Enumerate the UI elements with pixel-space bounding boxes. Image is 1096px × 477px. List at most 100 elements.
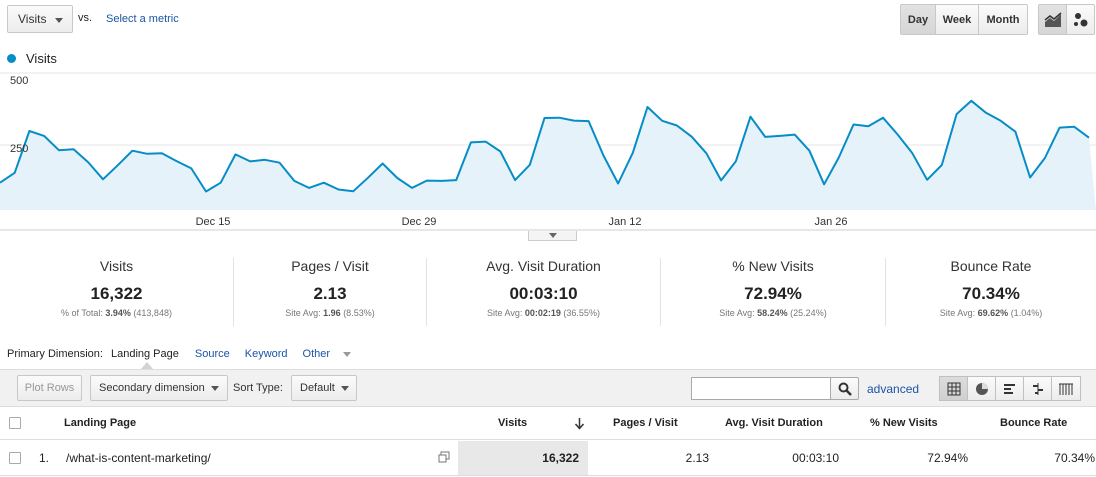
view-table-button[interactable] [939, 376, 968, 401]
visits-area-chart [0, 72, 1096, 231]
metric-select-label: Visits [18, 12, 47, 26]
cell-new-visits: 72.94% [927, 451, 968, 465]
chart-collapse-toggle[interactable] [528, 231, 577, 241]
x-tick-label: Dec 29 [401, 216, 437, 228]
scorecard-value: 00:03:10 [509, 284, 578, 303]
table-row: 1. /what-is-content-marketing/ 16,322 2.… [0, 441, 1096, 476]
motion-chart-button[interactable] [1066, 4, 1095, 35]
line-chart-button[interactable] [1038, 4, 1067, 35]
table-search-input[interactable] [691, 377, 831, 400]
view-pivot-button[interactable] [1051, 376, 1081, 401]
motion-chart-icon [1073, 12, 1087, 26]
grid-icon [947, 382, 960, 395]
dimension-keyword-link[interactable]: Keyword [244, 348, 288, 360]
divider [426, 258, 427, 326]
scorecard-pages-per-visit: Pages / Visit 2.13 Site Avg: 1.96 (8.53%… [234, 258, 426, 328]
chart-legend: Visits [7, 51, 57, 66]
column-header-bounce-rate[interactable]: Bounce Rate [1000, 417, 1068, 429]
table-header: Landing Page Visits Pages / Visit Avg. V… [0, 407, 1096, 440]
row-checkbox[interactable] [9, 452, 21, 464]
sort-type-value: Default [300, 382, 335, 394]
pivot-icon [1059, 383, 1073, 395]
primary-dimension-bar: Primary Dimension: Landing Page Source K… [7, 348, 371, 360]
x-tick-label: Jan 26 [814, 216, 848, 228]
chevron-down-icon [343, 351, 352, 357]
search-button[interactable] [830, 377, 859, 400]
active-dimension-indicator [141, 362, 153, 369]
scorecard-value: 72.94% [744, 284, 802, 303]
period-month-button[interactable]: Month [978, 4, 1028, 35]
period-day-button[interactable]: Day [900, 4, 936, 35]
series-area-fill [0, 100, 1096, 210]
view-percentage-button[interactable] [967, 376, 996, 401]
column-header-visits[interactable]: Visits [498, 417, 528, 429]
dimension-source-link[interactable]: Source [194, 348, 230, 360]
column-header-avg-visit-duration[interactable]: Avg. Visit Duration [725, 417, 823, 429]
scorecard-value: 2.13 [313, 284, 347, 303]
column-header-pages-per-visit[interactable]: Pages / Visit [613, 417, 678, 429]
secondary-dimension-select[interactable]: Secondary dimension [90, 375, 228, 401]
column-header-landing-page[interactable]: Landing Page [64, 417, 137, 429]
x-tick-label: Dec 15 [195, 216, 231, 228]
period-week-button[interactable]: Week [935, 4, 979, 35]
bar-chart-icon [1003, 383, 1015, 394]
scorecard-visits: Visits 16,322 % of Total: 3.94% (413,848… [0, 258, 233, 328]
plot-rows-button[interactable]: Plot Rows [17, 375, 82, 401]
divider [885, 258, 886, 326]
pie-chart-icon [975, 382, 988, 395]
x-tick-label: Jan 12 [608, 216, 642, 228]
sort-type-label: Sort Type: [233, 382, 283, 394]
series-line-visits [0, 99, 1090, 193]
landing-page-link[interactable]: /what-is-content-marketing/ [66, 451, 211, 465]
divider [233, 258, 234, 326]
open-in-new-window-icon[interactable] [438, 451, 450, 463]
sort-type-select[interactable]: Default [291, 375, 357, 401]
scorecard-new-visits: % New Visits 72.94% Site Avg: 58.24% (25… [661, 258, 885, 328]
primary-dimension-label: Primary Dimension: [7, 348, 103, 360]
scorecard-sub: Site Avg: 69.62% (1.04%) [939, 308, 1043, 318]
scorecard-avg-visit-duration: Avg. Visit Duration 00:03:10 Site Avg: 0… [427, 258, 660, 328]
search-icon [838, 382, 852, 396]
advanced-filter-link[interactable]: advanced [867, 382, 920, 396]
metric-select[interactable]: Visits [7, 5, 73, 33]
column-header-new-visits[interactable]: % New Visits [870, 417, 938, 429]
scorecard-sub: Site Avg: 58.24% (25.24%) [719, 308, 827, 318]
y-tick-label: 250 [10, 143, 29, 155]
comparison-icon [1032, 382, 1043, 395]
select-all-checkbox[interactable] [9, 417, 21, 429]
cell-avg-visit-duration: 00:03:10 [792, 451, 839, 465]
view-performance-button[interactable] [995, 376, 1024, 401]
scorecard-label: Pages / Visit [291, 258, 369, 274]
scorecard-label: % New Visits [732, 258, 814, 274]
scorecard-label: Visits [99, 258, 134, 274]
scorecard-value: 70.34% [962, 284, 1020, 303]
series-color-dot [7, 54, 16, 63]
select-metric-link[interactable]: Select a metric [106, 13, 179, 25]
secondary-dimension-label: Secondary dimension [99, 382, 205, 394]
scorecard-value: 16,322 [90, 284, 143, 303]
line-chart-icon [1044, 11, 1061, 27]
scorecard-bounce-rate: Bounce Rate 70.34% Site Avg: 69.62% (1.0… [886, 258, 1096, 328]
view-comparison-button[interactable] [1023, 376, 1052, 401]
sort-descending-icon [574, 418, 585, 430]
divider [660, 258, 661, 326]
scorecard-sub: Site Avg: 1.96 (8.53%) [285, 308, 375, 318]
dimension-landing-page[interactable]: Landing Page [110, 348, 179, 360]
row-index: 1. [39, 451, 50, 465]
chevron-down-icon [55, 18, 63, 23]
scorecard-sub: Site Avg: 00:02:19 (36.55%) [487, 308, 600, 318]
table-toolbar: Plot Rows Secondary dimension Sort Type:… [0, 369, 1096, 407]
y-tick-label: 500 [10, 75, 29, 87]
chevron-down-icon [549, 233, 557, 238]
chevron-down-icon [341, 386, 349, 391]
vs-label: vs. [78, 12, 93, 24]
dimension-other-dropdown[interactable]: Other [303, 348, 362, 360]
sorted-column-highlight [458, 441, 588, 475]
scorecard-sub: % of Total: 3.94% (413,848) [61, 308, 172, 318]
chevron-down-icon [211, 386, 219, 391]
cell-pages-per-visit: 2.13 [685, 451, 709, 465]
scorecard-label: Avg. Visit Duration [486, 258, 601, 274]
scorecard-label: Bounce Rate [950, 258, 1032, 274]
cell-visits: 16,322 [542, 451, 579, 465]
cell-bounce-rate: 70.34% [1054, 451, 1095, 465]
